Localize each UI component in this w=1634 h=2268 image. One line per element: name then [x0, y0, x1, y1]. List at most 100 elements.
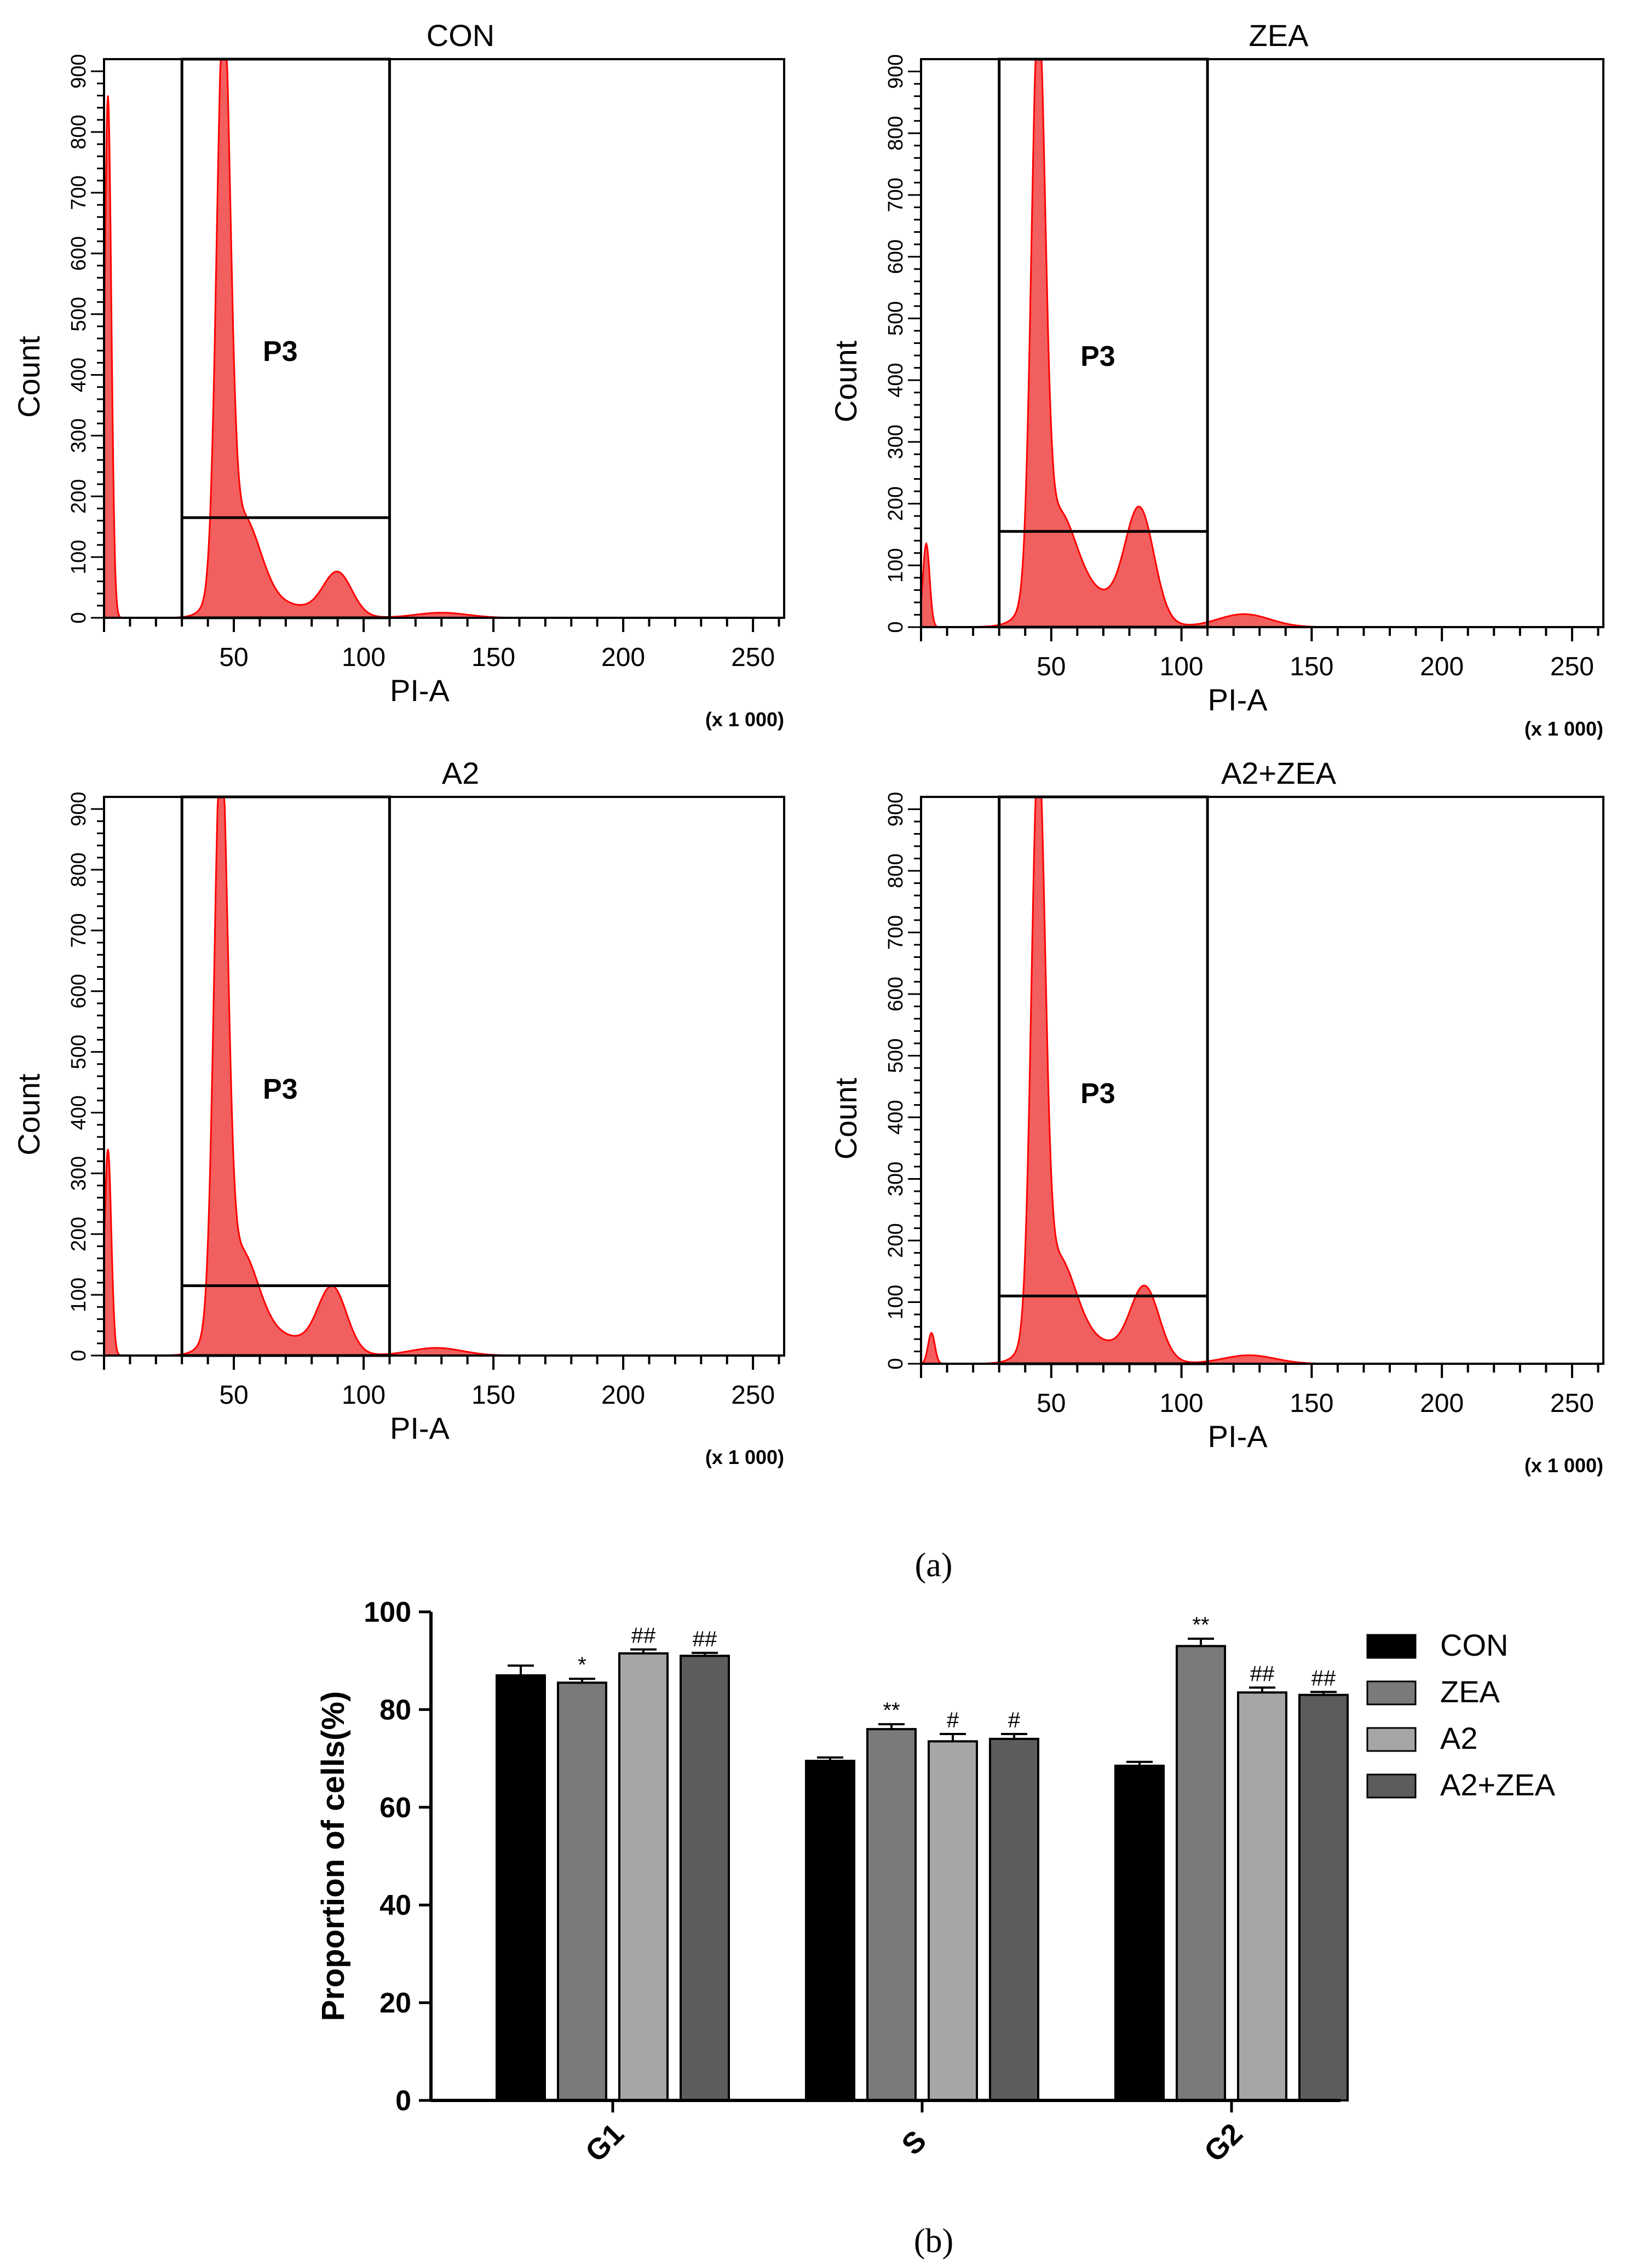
- flow-histogram-a2-zea: P3 A2+ZEA 50 100 150 200 250 0 100 200 300 400 500 60…: [828, 756, 1604, 1477]
- significance-zea-g1: *: [578, 1653, 586, 1677]
- x-tick-label-150: 150: [1290, 1389, 1333, 1418]
- cell-cycle-bar-chart: *## ##G1** # #S**## ##G2020406080100Proporti…: [315, 1597, 1556, 2168]
- y-tick-label-100: 100: [884, 548, 907, 583]
- flow-histogram-a2: P3 A2 50 100 150 200 250 0 100 200 300 400 500 600 700…: [11, 756, 785, 1468]
- legend-label-zea: ZEA: [1440, 1674, 1500, 1709]
- x-axis-label: PI-A: [1208, 682, 1268, 717]
- gate-label: P3: [263, 336, 298, 368]
- histogram-curve: [103, 58, 521, 619]
- y-tick-label-900: 900: [67, 54, 90, 88]
- y-axis-label: Proportion of cells(%): [315, 1691, 351, 2022]
- bar-con-g1: [496, 1674, 546, 2102]
- panel-title: A2: [442, 756, 480, 790]
- y-tick-label-600: 600: [884, 977, 907, 1011]
- significance-a2-zea-g1: ##: [693, 1627, 717, 1651]
- y-tick-label-100: 100: [67, 539, 90, 574]
- y-tick-label-500: 500: [884, 1038, 907, 1073]
- bar-zea-s: [866, 1728, 917, 2102]
- significance-a2-s: #: [947, 1708, 959, 1732]
- y-tick-label-700: 700: [884, 177, 907, 212]
- x-tick-label-100: 100: [1160, 1389, 1204, 1418]
- bar-a2-zea-g1: [680, 1655, 730, 2102]
- significance-a2-zea-g2: ##: [1311, 1666, 1336, 1690]
- x-tick-label-200: 200: [1420, 1389, 1464, 1418]
- y-tick-label-200: 200: [884, 486, 907, 521]
- panel-title: CON: [427, 18, 494, 53]
- y-tick-label-0: 0: [884, 621, 907, 633]
- significance-a2-g1: ##: [631, 1624, 656, 1648]
- flow-histogram-con: P3 CON 50 100 150 200 250 0 100 200 300 400 500 600 70…: [11, 18, 785, 731]
- y-tick-label-500: 500: [884, 301, 907, 336]
- y-tick-label-700: 700: [67, 913, 90, 948]
- y-tick-label-400: 400: [67, 1095, 90, 1130]
- y-tick-label-0: 0: [395, 2085, 411, 2117]
- x-tick-label-200: 200: [601, 1381, 645, 1410]
- x-tick-label-100: 100: [342, 643, 386, 672]
- bar-zea-g1: [557, 1681, 607, 2102]
- significance-zea-s: **: [883, 1698, 900, 1722]
- bar-con-g2: [1114, 1764, 1165, 2102]
- y-tick-label-300: 300: [884, 424, 907, 459]
- y-tick-label-900: 900: [884, 54, 907, 89]
- y-tick-label-300: 300: [67, 1156, 90, 1191]
- histogram-curve: [920, 58, 1338, 628]
- y-tick-label-900: 900: [67, 791, 90, 826]
- x-tick-label-250: 250: [731, 643, 775, 672]
- x-tick-label-100: 100: [342, 1381, 386, 1410]
- bar-a2-s: [928, 1740, 978, 2102]
- y-tick-label-0: 0: [884, 1358, 907, 1369]
- y-tick-label-700: 700: [884, 915, 907, 950]
- y-tick-label-60: 60: [379, 1792, 411, 1824]
- x-unit-label: (x 1 000): [705, 708, 784, 731]
- y-axis-label: Count: [828, 1077, 863, 1159]
- x-axis-label: PI-A: [390, 1411, 450, 1445]
- histogram-curve: [920, 796, 1338, 1365]
- x-tick-label-150: 150: [471, 643, 515, 672]
- legend-label-a2-zea: A2+ZEA: [1440, 1767, 1556, 1802]
- y-tick-label-500: 500: [67, 1035, 90, 1069]
- significance-a2-g2: ##: [1250, 1662, 1275, 1686]
- y-tick-label-600: 600: [67, 236, 90, 271]
- y-tick-label-800: 800: [67, 114, 90, 149]
- y-tick-label-800: 800: [884, 116, 907, 151]
- x-tick-label-100: 100: [1160, 652, 1204, 681]
- bar-con-s: [805, 1760, 855, 2102]
- x-axis-label: PI-A: [1208, 1419, 1268, 1454]
- significance-a2-zea-s: #: [1008, 1708, 1021, 1732]
- y-tick-label-600: 600: [67, 974, 90, 1008]
- y-tick-label-0: 0: [67, 1350, 90, 1361]
- legend-swatch-a2: [1366, 1727, 1417, 1752]
- x-tick-label-150: 150: [471, 1381, 515, 1410]
- y-tick-label-100: 100: [364, 1597, 411, 1628]
- x-tick-label-50: 50: [1037, 1389, 1066, 1418]
- legend-swatch-a2-zea: [1366, 1773, 1417, 1799]
- y-tick-label-40: 40: [379, 1890, 411, 1921]
- gate-label: P3: [263, 1073, 298, 1105]
- x-tick-label-250: 250: [731, 1381, 775, 1410]
- y-tick-label-600: 600: [884, 239, 907, 274]
- x-tick-label-200: 200: [1420, 652, 1464, 681]
- caption-a: (a): [915, 1547, 953, 1584]
- y-tick-label-200: 200: [884, 1223, 907, 1258]
- y-tick-label-400: 400: [884, 363, 907, 397]
- x-tick-label-g1: G1: [579, 2117, 630, 2168]
- x-unit-label: (x 1 000): [705, 1446, 784, 1468]
- x-tick-label-g2: G2: [1198, 2117, 1249, 2168]
- y-tick-label-800: 800: [67, 852, 90, 887]
- y-tick-label-200: 200: [67, 1217, 90, 1251]
- bar-a2-zea-g2: [1298, 1693, 1349, 2102]
- x-tick-label-50: 50: [1037, 652, 1066, 681]
- y-tick-label-20: 20: [379, 1988, 411, 2019]
- x-tick-label-s: S: [895, 2124, 933, 2161]
- bar-a2-g2: [1237, 1691, 1287, 2102]
- y-axis-label: Count: [11, 336, 46, 418]
- y-tick-label-500: 500: [67, 297, 90, 331]
- gate-label: P3: [1080, 1078, 1115, 1110]
- x-unit-label: (x 1 000): [1524, 1454, 1603, 1477]
- legend-swatch-con: [1366, 1634, 1417, 1659]
- y-tick-label-0: 0: [67, 612, 90, 623]
- y-tick-label-400: 400: [884, 1100, 907, 1134]
- y-tick-label-400: 400: [67, 358, 90, 392]
- y-tick-label-100: 100: [67, 1277, 90, 1312]
